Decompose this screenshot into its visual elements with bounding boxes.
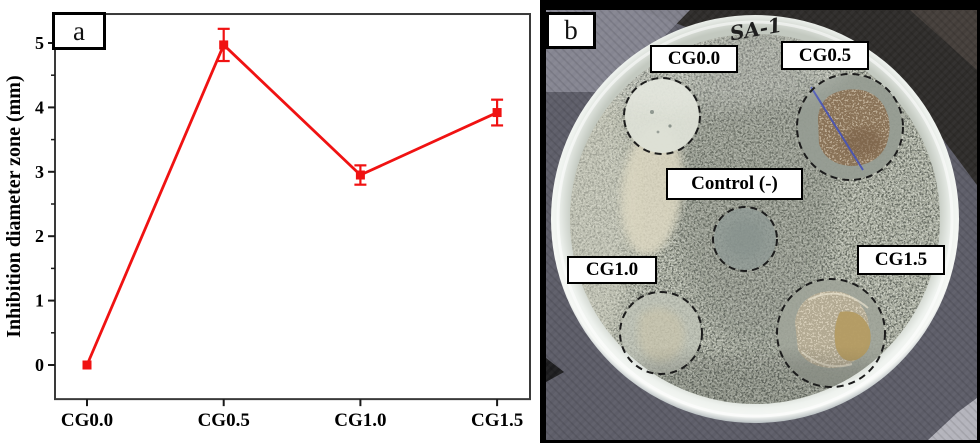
zone-label-text: Control (-) (691, 173, 778, 194)
y-tick-label: 5 (35, 33, 44, 53)
panel-b-photo: SA-1 b CG0.0 CG0.5 Control (-) CG1.0 CG1… (540, 0, 980, 443)
dashed-circle-cg0-5 (796, 73, 904, 181)
growth-tan-patch-cg1-5 (834, 311, 871, 361)
growth-wisp-cg1-0 (638, 307, 685, 362)
dish-inner-ring (556, 20, 954, 418)
dashed-circle-cg1-0 (619, 291, 703, 375)
zone-dot (656, 130, 660, 134)
plot-frame (54, 13, 531, 401)
panel-b-letter-box: b (546, 12, 596, 49)
petri-dish: SA-1 (551, 13, 959, 423)
panel-a-chart: 0 1 2 3 4 5 Inhibition diameter zone (mm) CG0.0… (3, 12, 531, 432)
y-axis-title: Inhibition diameter zone (mm) (3, 75, 25, 337)
data-point-CG1.0 (355, 170, 365, 180)
y-tick-label: 3 (35, 162, 44, 182)
x-tick-label: CG0.5 (198, 410, 250, 431)
dashed-circle-cg1-5 (776, 278, 886, 388)
zone-dot (650, 110, 654, 114)
zone-label-text: CG1.5 (874, 249, 928, 270)
agar-left-highlight (570, 60, 635, 360)
y-tick-label: 1 (35, 291, 44, 311)
inhibition-line-chart: 0 1 2 3 4 5 Inhibition diameter zone (mm) CG0.0… (3, 13, 531, 431)
zone-label-text: CG0.5 (798, 44, 852, 66)
panel-a-letter-box: a (52, 12, 106, 50)
x-tick-label: CG0.0 (61, 410, 113, 431)
zone-label-control: Control (-) (666, 168, 803, 200)
growth-dark-patch-cg0-5 (842, 128, 882, 156)
y-tick-label: 4 (35, 97, 44, 117)
y-tick-label: 0 (35, 355, 44, 375)
panel-a-letter: a (73, 15, 85, 46)
zone-label-cg0-0: CG0.0 (650, 45, 738, 73)
zone-label-cg0-5: CG0.5 (781, 41, 869, 70)
x-tick-label: CG1.0 (334, 410, 386, 431)
zone-label-cg1-0: CG1.0 (567, 256, 657, 284)
data-point-CG1.5 (492, 108, 502, 118)
data-point-CG0.0 (82, 360, 92, 370)
data-point-CG0.5 (219, 40, 229, 50)
blue-pen-line (810, 86, 864, 171)
series-line (85, 42, 498, 366)
dashed-circle-control (712, 206, 778, 272)
zone-label-text: CG1.0 (585, 259, 639, 280)
zone-center-control (725, 219, 765, 259)
petri-dish-photo: SA-1 (540, 0, 980, 443)
zone-label-text: CG0.0 (667, 48, 721, 69)
zone-label-cg1-5: CG1.5 (857, 245, 945, 275)
x-tick-label: CG1.5 (471, 410, 523, 431)
panel-b-letter: b (564, 15, 578, 45)
dashed-circle-cg0-0 (623, 77, 701, 155)
zone-dot (668, 124, 672, 128)
y-tick-label: 2 (35, 226, 44, 246)
agar-cream-streak (621, 124, 683, 256)
